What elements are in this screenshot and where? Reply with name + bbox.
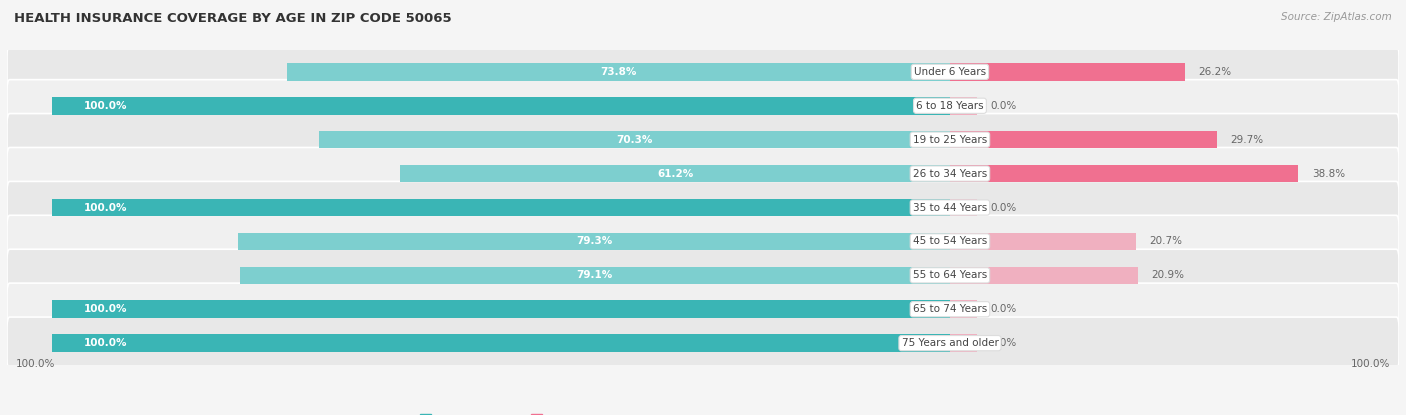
Text: 19 to 25 Years: 19 to 25 Years [912, 135, 987, 145]
Bar [52, 199, 950, 216]
Bar [239, 266, 950, 284]
Legend: With Coverage, Without Coverage: With Coverage, Without Coverage [416, 410, 657, 415]
Text: 35 to 44 Years: 35 to 44 Years [912, 203, 987, 212]
Text: 100.0%: 100.0% [15, 359, 55, 369]
Bar [950, 334, 977, 352]
Text: 79.1%: 79.1% [576, 270, 613, 280]
Text: 100.0%: 100.0% [1351, 359, 1391, 369]
FancyBboxPatch shape [7, 317, 1399, 369]
FancyBboxPatch shape [7, 46, 1399, 98]
Bar [52, 334, 950, 352]
Text: 55 to 64 Years: 55 to 64 Years [912, 270, 987, 280]
Bar [950, 165, 1298, 183]
FancyBboxPatch shape [7, 249, 1399, 301]
Text: 73.8%: 73.8% [600, 67, 637, 77]
FancyBboxPatch shape [7, 80, 1399, 132]
Text: 26.2%: 26.2% [1199, 67, 1232, 77]
Text: 26 to 34 Years: 26 to 34 Years [912, 168, 987, 178]
Bar [52, 300, 950, 318]
FancyBboxPatch shape [7, 181, 1399, 234]
Bar [950, 232, 1136, 250]
Bar [401, 165, 950, 183]
Text: 79.3%: 79.3% [576, 237, 612, 247]
Bar [319, 131, 950, 149]
Text: 61.2%: 61.2% [657, 168, 693, 178]
Text: 0.0%: 0.0% [990, 304, 1017, 314]
Text: 100.0%: 100.0% [84, 203, 128, 212]
Text: Under 6 Years: Under 6 Years [914, 67, 986, 77]
Text: 29.7%: 29.7% [1230, 135, 1263, 145]
Bar [950, 97, 977, 115]
Text: 20.9%: 20.9% [1152, 270, 1184, 280]
Text: HEALTH INSURANCE COVERAGE BY AGE IN ZIP CODE 50065: HEALTH INSURANCE COVERAGE BY AGE IN ZIP … [14, 12, 451, 25]
Text: 0.0%: 0.0% [990, 101, 1017, 111]
Text: 0.0%: 0.0% [990, 203, 1017, 212]
Text: 100.0%: 100.0% [84, 338, 128, 348]
Text: 100.0%: 100.0% [84, 304, 128, 314]
Bar [238, 232, 950, 250]
Bar [950, 131, 1216, 149]
Bar [950, 63, 1185, 81]
Bar [52, 97, 950, 115]
FancyBboxPatch shape [7, 114, 1399, 166]
Bar [950, 199, 977, 216]
Text: 70.3%: 70.3% [616, 135, 652, 145]
Text: Source: ZipAtlas.com: Source: ZipAtlas.com [1281, 12, 1392, 22]
FancyBboxPatch shape [7, 283, 1399, 335]
FancyBboxPatch shape [7, 215, 1399, 268]
Bar [950, 300, 977, 318]
Bar [950, 266, 1137, 284]
Text: 6 to 18 Years: 6 to 18 Years [917, 101, 984, 111]
Bar [287, 63, 950, 81]
Text: 38.8%: 38.8% [1312, 168, 1346, 178]
Text: 0.0%: 0.0% [990, 338, 1017, 348]
Text: 75 Years and older: 75 Years and older [901, 338, 998, 348]
Text: 65 to 74 Years: 65 to 74 Years [912, 304, 987, 314]
Text: 45 to 54 Years: 45 to 54 Years [912, 237, 987, 247]
FancyBboxPatch shape [7, 147, 1399, 200]
Text: 100.0%: 100.0% [84, 101, 128, 111]
Text: 20.7%: 20.7% [1149, 237, 1182, 247]
